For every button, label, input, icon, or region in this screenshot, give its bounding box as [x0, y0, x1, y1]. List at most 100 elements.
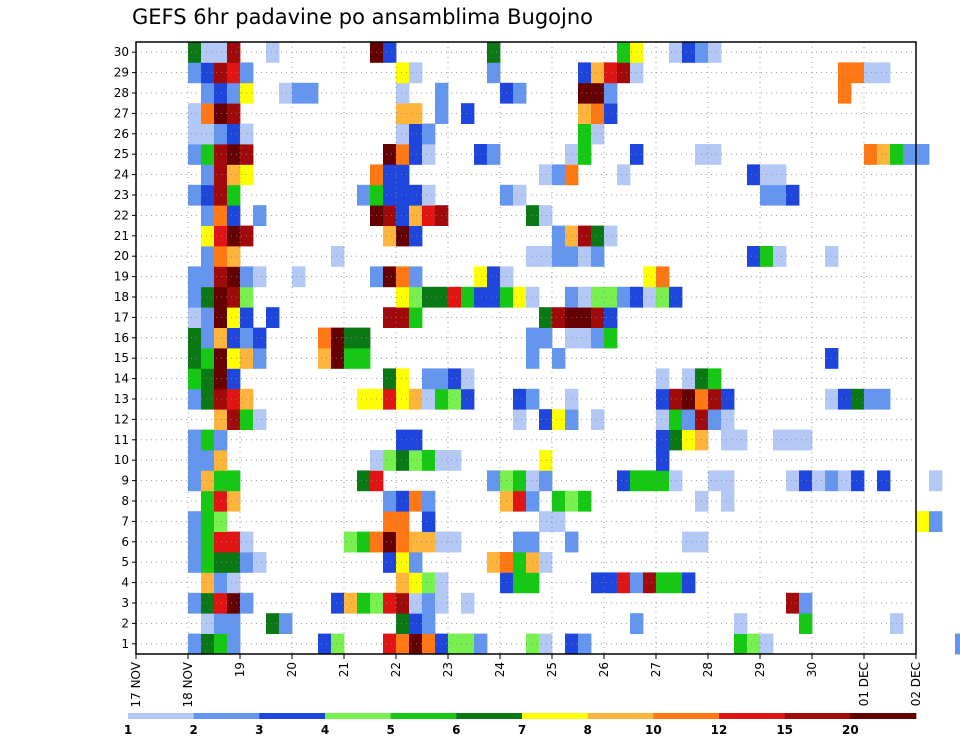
heatmap-cell — [201, 184, 215, 206]
y-tick-label: 6 — [121, 535, 129, 549]
heatmap-cell — [552, 307, 566, 328]
heatmap-cell — [604, 103, 618, 124]
heatmap-cell — [383, 592, 397, 614]
heatmap-cell — [799, 429, 813, 451]
colorbar-swatch — [193, 713, 260, 719]
y-tick-label: 27 — [114, 106, 129, 120]
y-tick-label: 29 — [114, 66, 129, 80]
heatmap-cell — [578, 490, 592, 512]
heatmap-cell — [617, 286, 631, 308]
heatmap-cell — [331, 592, 345, 614]
heatmap-cell — [214, 327, 228, 349]
heatmap-cell — [227, 246, 241, 267]
heatmap-cell — [253, 205, 267, 226]
heatmap-cell — [396, 450, 410, 471]
heatmap-cell — [201, 592, 215, 614]
heatmap-cell — [409, 490, 423, 512]
x-tick-label: 18 NOV — [181, 661, 195, 707]
heatmap-cell — [409, 205, 423, 226]
heatmap-cell — [409, 103, 423, 124]
heatmap-cell — [786, 592, 800, 614]
heatmap-cell — [396, 613, 410, 634]
heatmap-cell — [708, 388, 722, 410]
heatmap-cell — [214, 450, 228, 471]
heatmap-cell — [578, 103, 592, 124]
heatmap-cell — [682, 531, 696, 553]
heatmap-cell — [539, 409, 553, 430]
heatmap-cell — [643, 470, 657, 492]
heatmap-cell — [422, 511, 436, 532]
heatmap-cell — [669, 409, 683, 430]
y-tick-label: 10 — [114, 453, 129, 467]
heatmap-cell — [383, 164, 397, 186]
colorbar-label: 15 — [776, 723, 793, 737]
heatmap-cell — [461, 103, 475, 124]
x-tick-label: 24 — [493, 662, 507, 677]
heatmap-cell — [448, 450, 462, 471]
heatmap-cell — [552, 409, 566, 430]
heatmap-cell — [214, 592, 228, 614]
heatmap-cell — [188, 531, 202, 553]
heatmap-cells — [188, 42, 960, 655]
heatmap-cell — [747, 164, 761, 186]
heatmap-cell — [747, 633, 761, 655]
heatmap-cell — [643, 286, 657, 308]
heatmap-cell — [396, 572, 410, 594]
heatmap-cell — [227, 225, 241, 247]
heatmap-cell — [409, 144, 423, 165]
colorbar-swatch — [719, 713, 785, 719]
heatmap-cell — [188, 123, 202, 145]
heatmap-cell — [786, 184, 800, 206]
heatmap-cell — [487, 144, 501, 165]
heatmap-cell — [617, 164, 631, 186]
heatmap-cell — [214, 613, 228, 634]
heatmap-cell — [669, 286, 683, 308]
y-tick-label: 15 — [114, 351, 129, 365]
heatmap-cell — [539, 633, 553, 655]
heatmap-cell — [773, 246, 787, 267]
heatmap-cell — [227, 552, 241, 573]
heatmap-cell — [448, 368, 462, 390]
heatmap-cell — [214, 266, 228, 288]
heatmap-cell — [214, 531, 228, 553]
heatmap-cell — [422, 286, 436, 308]
heatmap-cell — [227, 123, 241, 145]
y-tick-label: 17 — [114, 310, 129, 324]
x-tick-label: 29 — [753, 662, 767, 677]
heatmap-cell — [422, 205, 436, 226]
heatmap-cell — [552, 164, 566, 186]
heatmap-cell — [227, 613, 241, 634]
heatmap-cell — [201, 613, 215, 634]
heatmap-cell — [422, 368, 436, 390]
colorbar-label: 5 — [386, 723, 394, 737]
y-tick-label: 1 — [121, 637, 129, 651]
heatmap-cell — [188, 327, 202, 349]
heatmap-cell — [578, 62, 592, 84]
heatmap-cell — [214, 348, 228, 369]
heatmap-cell — [188, 184, 202, 206]
heatmap-cell — [201, 103, 215, 124]
heatmap-cell — [214, 82, 228, 104]
heatmap-cell — [344, 592, 358, 614]
heatmap-cell — [747, 246, 761, 267]
heatmap-cell — [669, 429, 683, 451]
heatmap-cell — [591, 307, 605, 328]
heatmap-cell — [539, 164, 553, 186]
y-tick-label: 7 — [121, 514, 129, 528]
heatmap-cell — [188, 348, 202, 369]
colorbar-label: 3 — [255, 723, 263, 737]
y-tick-label: 14 — [114, 372, 129, 386]
heatmap-cell — [487, 266, 501, 288]
heatmap-cell — [201, 286, 215, 308]
heatmap-cell — [604, 286, 618, 308]
heatmap-cell — [734, 613, 748, 634]
heatmap-cell — [617, 470, 631, 492]
heatmap-cell — [396, 511, 410, 532]
heatmap-cell — [383, 511, 397, 532]
heatmap-cell — [396, 368, 410, 390]
colorbar-swatch — [653, 713, 720, 719]
y-tick-label: 30 — [114, 45, 129, 59]
plot-frame — [135, 41, 917, 655]
heatmap-cell — [409, 62, 423, 84]
heatmap-cell — [188, 429, 202, 451]
